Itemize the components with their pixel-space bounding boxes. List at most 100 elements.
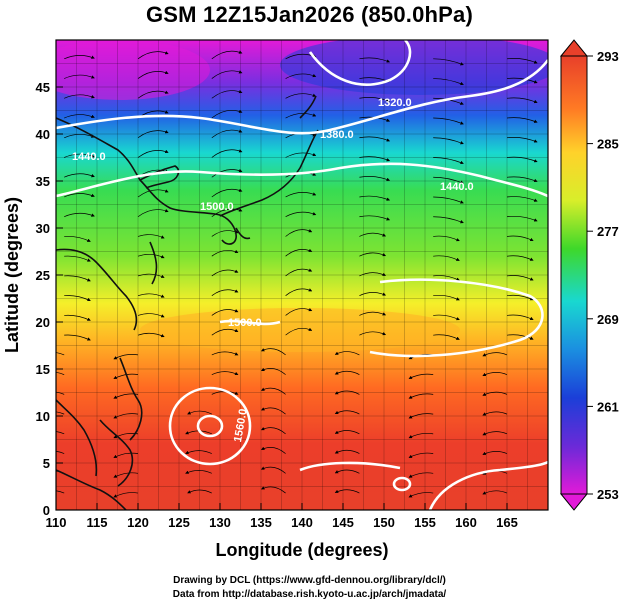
x-tick-label: 130 [209,515,231,530]
streamline [260,407,286,415]
streamline [260,427,286,435]
colorbar-max-arrow [559,39,589,57]
x-tick-label: 120 [127,515,149,530]
streamline [408,432,434,439]
streamline [211,269,239,277]
streamline [433,176,464,184]
streamline [433,216,464,224]
colorbar-min-arrow [559,493,589,511]
streamline [359,311,387,316]
streamline [56,431,65,435]
streamline [211,249,239,257]
streamline [211,309,239,316]
streamline [137,130,169,139]
streamline [56,450,65,454]
contour-label: 1440.0 [72,151,106,163]
streamline [359,331,387,336]
streamline [359,176,391,182]
streamline [285,211,317,218]
streamline [482,352,508,357]
y-tick-label: 0 [43,503,50,518]
streamline [359,97,391,103]
streamline [187,410,212,415]
x-tick-label: 155 [414,515,436,530]
streamline [285,73,317,79]
y-tick-label: 20 [36,315,50,330]
colorbar-tick-label: 261 [597,399,619,414]
colorbar [559,39,589,511]
streamline [64,235,91,242]
cold-core-patch [56,40,210,100]
streamline [56,371,65,375]
streamline [285,288,313,296]
x-tick-label: 110 [46,515,67,530]
streamline [211,208,243,217]
streamline [334,351,360,356]
streamline [260,367,286,375]
streamline [506,156,538,163]
streamline [433,294,460,301]
x-tick-label: 125 [168,515,190,530]
colorbar-tick-label: 253 [597,487,619,502]
x-tick-label: 145 [332,515,354,530]
streamline [408,452,434,458]
streamline [211,149,243,158]
streamline [113,452,139,458]
streamline [137,51,169,60]
contour-label: 1500.0 [228,317,262,329]
streamline [506,275,534,281]
y-axis-label: Latitude (degrees) [2,197,22,353]
y-tick-label: 25 [36,268,50,283]
streamline [506,97,538,104]
colorbar-ticks: 293 285 277 269 261 253 [587,49,619,502]
lat-lon-grid [56,40,548,510]
streamline [334,390,360,395]
streamline [113,354,139,360]
streamline [359,292,387,296]
x-tick-label: 140 [291,515,313,530]
streamline [211,371,239,376]
contour-label: 1380.0 [320,129,354,141]
streamline [187,489,212,494]
map-title: GSM 12Z15Jan2026 (850.0hPa) [145,2,474,27]
streamline [137,234,165,239]
streamline [506,137,538,143]
streamline [64,55,95,60]
streamline [433,235,460,242]
y-tick-label: 40 [36,127,50,142]
streamline [506,196,538,202]
streamline [137,253,165,259]
streamline [137,149,169,158]
streamline [433,78,464,86]
streamline [433,196,464,204]
streamline [506,334,534,340]
streamline [285,248,313,257]
streamline [211,129,243,139]
contour-label: 1440.0 [440,181,474,193]
streamline [408,393,434,399]
streamline [482,490,508,495]
contour-label: 1560.0 [232,408,250,443]
streamline [64,314,91,321]
streamline [506,255,534,261]
streamline [359,136,391,142]
streamline [185,450,212,455]
streamline [64,212,95,218]
streamline [260,387,286,395]
y-tick-label: 10 [36,409,50,424]
x-tick-label: 165 [496,515,518,530]
streamline [408,373,434,379]
streamline [211,50,243,60]
streamline [285,192,317,198]
streamline [211,168,243,178]
streamline [64,295,91,302]
streamline [285,307,313,316]
x-tick-label: 115 [87,515,108,530]
y-axis-ticks: 0 5 10 15 20 25 30 35 40 45 [36,80,63,518]
streamline [482,451,508,455]
streamline [137,90,169,99]
streamline [113,393,139,399]
streamline [64,173,95,178]
streamline [64,114,95,119]
streamline [137,189,169,198]
